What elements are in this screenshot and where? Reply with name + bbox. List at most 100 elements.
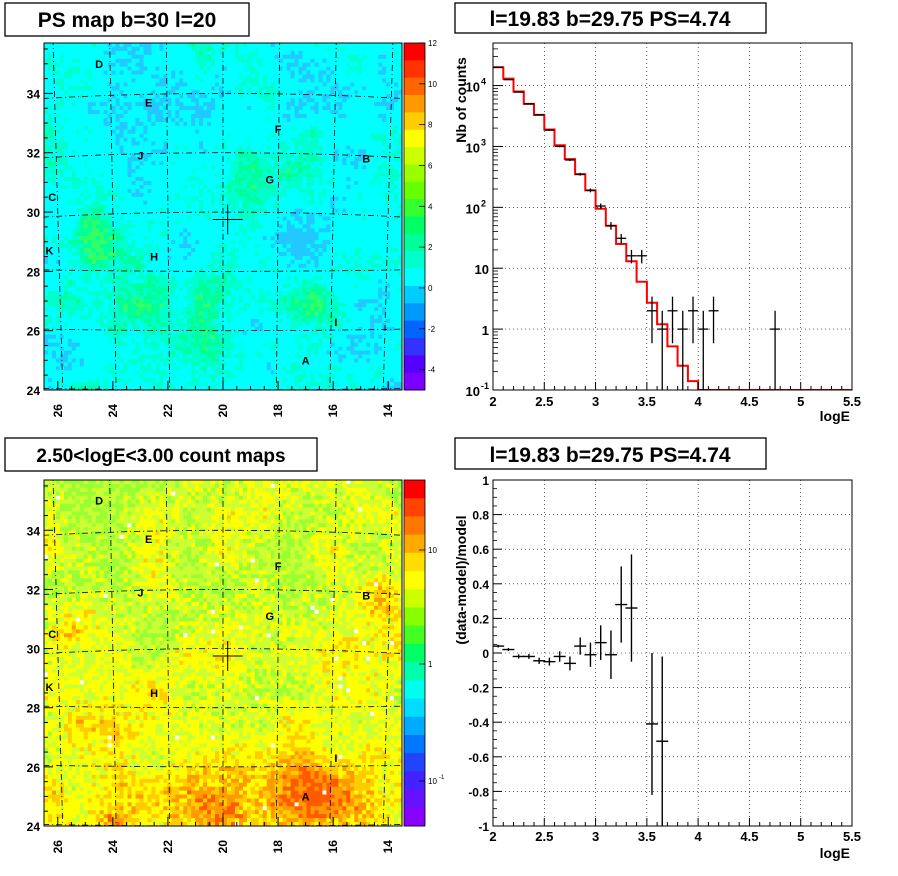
map-cell bbox=[382, 157, 387, 162]
map-cell bbox=[242, 74, 248, 79]
map-cell bbox=[59, 216, 65, 221]
map-cell bbox=[99, 129, 105, 135]
map-cell bbox=[87, 141, 93, 146]
map-cell bbox=[175, 153, 180, 158]
map-cell bbox=[127, 228, 132, 233]
map-cell bbox=[79, 200, 85, 206]
map-cell bbox=[250, 192, 256, 198]
map-cell bbox=[135, 133, 140, 139]
map-cell bbox=[139, 192, 144, 198]
map-cell bbox=[131, 220, 136, 225]
map-cell bbox=[302, 188, 307, 194]
map-cell bbox=[390, 224, 395, 229]
map-cell bbox=[139, 117, 144, 123]
map-cell bbox=[230, 145, 236, 150]
map-cell bbox=[234, 188, 240, 194]
map-cell bbox=[123, 106, 128, 111]
map-cell bbox=[334, 62, 339, 68]
map-cell bbox=[183, 145, 188, 150]
map-cell bbox=[386, 86, 391, 91]
map-cell bbox=[127, 46, 132, 52]
map-cell bbox=[294, 106, 299, 111]
map-cell bbox=[135, 102, 140, 107]
map-cell bbox=[143, 228, 148, 233]
map-cell bbox=[246, 74, 252, 79]
map-cell bbox=[266, 232, 272, 237]
map-cell bbox=[250, 133, 256, 139]
map-cell bbox=[151, 43, 156, 48]
map-cell bbox=[326, 248, 331, 253]
map-cell bbox=[270, 46, 276, 52]
map-cell bbox=[298, 121, 303, 127]
map-cell bbox=[151, 165, 156, 170]
map-cell bbox=[238, 196, 244, 202]
map-cell bbox=[286, 169, 292, 174]
map-cell bbox=[143, 145, 148, 150]
map-cell bbox=[143, 208, 148, 213]
map-cell bbox=[298, 82, 303, 87]
map-cell bbox=[378, 169, 383, 174]
map-cell bbox=[338, 70, 343, 75]
map-cell bbox=[139, 216, 144, 221]
map-cell bbox=[318, 255, 323, 261]
map-cell bbox=[306, 78, 311, 83]
map-cell bbox=[223, 78, 228, 83]
map-cell bbox=[330, 58, 335, 64]
map-cell bbox=[183, 117, 188, 123]
map-cell bbox=[79, 188, 85, 194]
map-cell bbox=[230, 98, 236, 103]
map-cell bbox=[79, 94, 85, 99]
map-cell bbox=[103, 74, 109, 79]
map-cell bbox=[171, 204, 176, 210]
map-cell bbox=[83, 240, 89, 245]
map-cell bbox=[306, 113, 311, 119]
map-cell bbox=[143, 58, 148, 64]
map-cell bbox=[55, 50, 61, 56]
map-cell bbox=[119, 113, 124, 119]
map-cell bbox=[47, 58, 53, 64]
map-cell bbox=[234, 66, 240, 71]
map-cell bbox=[294, 98, 299, 103]
map-cell bbox=[354, 125, 359, 131]
map-cell bbox=[354, 86, 359, 91]
map-cell bbox=[338, 46, 343, 52]
map-cell bbox=[310, 200, 315, 206]
map-cell bbox=[362, 66, 367, 71]
map-cell bbox=[59, 259, 65, 265]
map-cell bbox=[207, 137, 212, 142]
map-cell bbox=[95, 117, 101, 123]
map-cell bbox=[238, 133, 244, 139]
map-cell bbox=[246, 106, 252, 111]
map-cell bbox=[107, 113, 113, 119]
map-cell bbox=[374, 141, 379, 146]
map-cell bbox=[135, 255, 140, 261]
map-cell bbox=[262, 58, 268, 64]
map-cell bbox=[350, 113, 355, 119]
map-cell bbox=[346, 46, 351, 52]
map-cell bbox=[151, 125, 156, 131]
map-cell bbox=[59, 192, 65, 198]
map-cell bbox=[298, 165, 303, 170]
map-cell bbox=[354, 169, 359, 174]
map-cell bbox=[171, 224, 176, 229]
map-cell bbox=[290, 62, 295, 68]
map-cell bbox=[354, 129, 359, 135]
map-cell bbox=[183, 74, 188, 79]
map-cell bbox=[183, 62, 188, 68]
map-cell bbox=[330, 204, 335, 210]
map-cell bbox=[354, 232, 359, 237]
map-cell bbox=[286, 102, 292, 107]
map-cell bbox=[91, 74, 97, 79]
map-cell bbox=[386, 232, 391, 237]
map-cell bbox=[51, 153, 57, 158]
map-cell bbox=[175, 129, 180, 135]
map-cell bbox=[226, 236, 232, 241]
map-cell bbox=[143, 177, 148, 182]
map-cell bbox=[147, 259, 152, 265]
map-cell bbox=[366, 173, 371, 178]
map-cell bbox=[270, 110, 276, 115]
map-cell bbox=[211, 255, 216, 261]
map-cell bbox=[147, 46, 152, 52]
map-cell bbox=[167, 62, 172, 68]
map-cell bbox=[139, 90, 144, 95]
